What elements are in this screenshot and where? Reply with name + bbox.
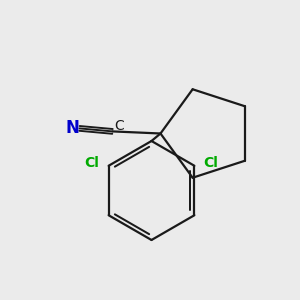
Text: C: C bbox=[114, 119, 124, 133]
Text: Cl: Cl bbox=[203, 156, 218, 170]
Text: Cl: Cl bbox=[85, 156, 100, 170]
Text: N: N bbox=[66, 119, 80, 137]
